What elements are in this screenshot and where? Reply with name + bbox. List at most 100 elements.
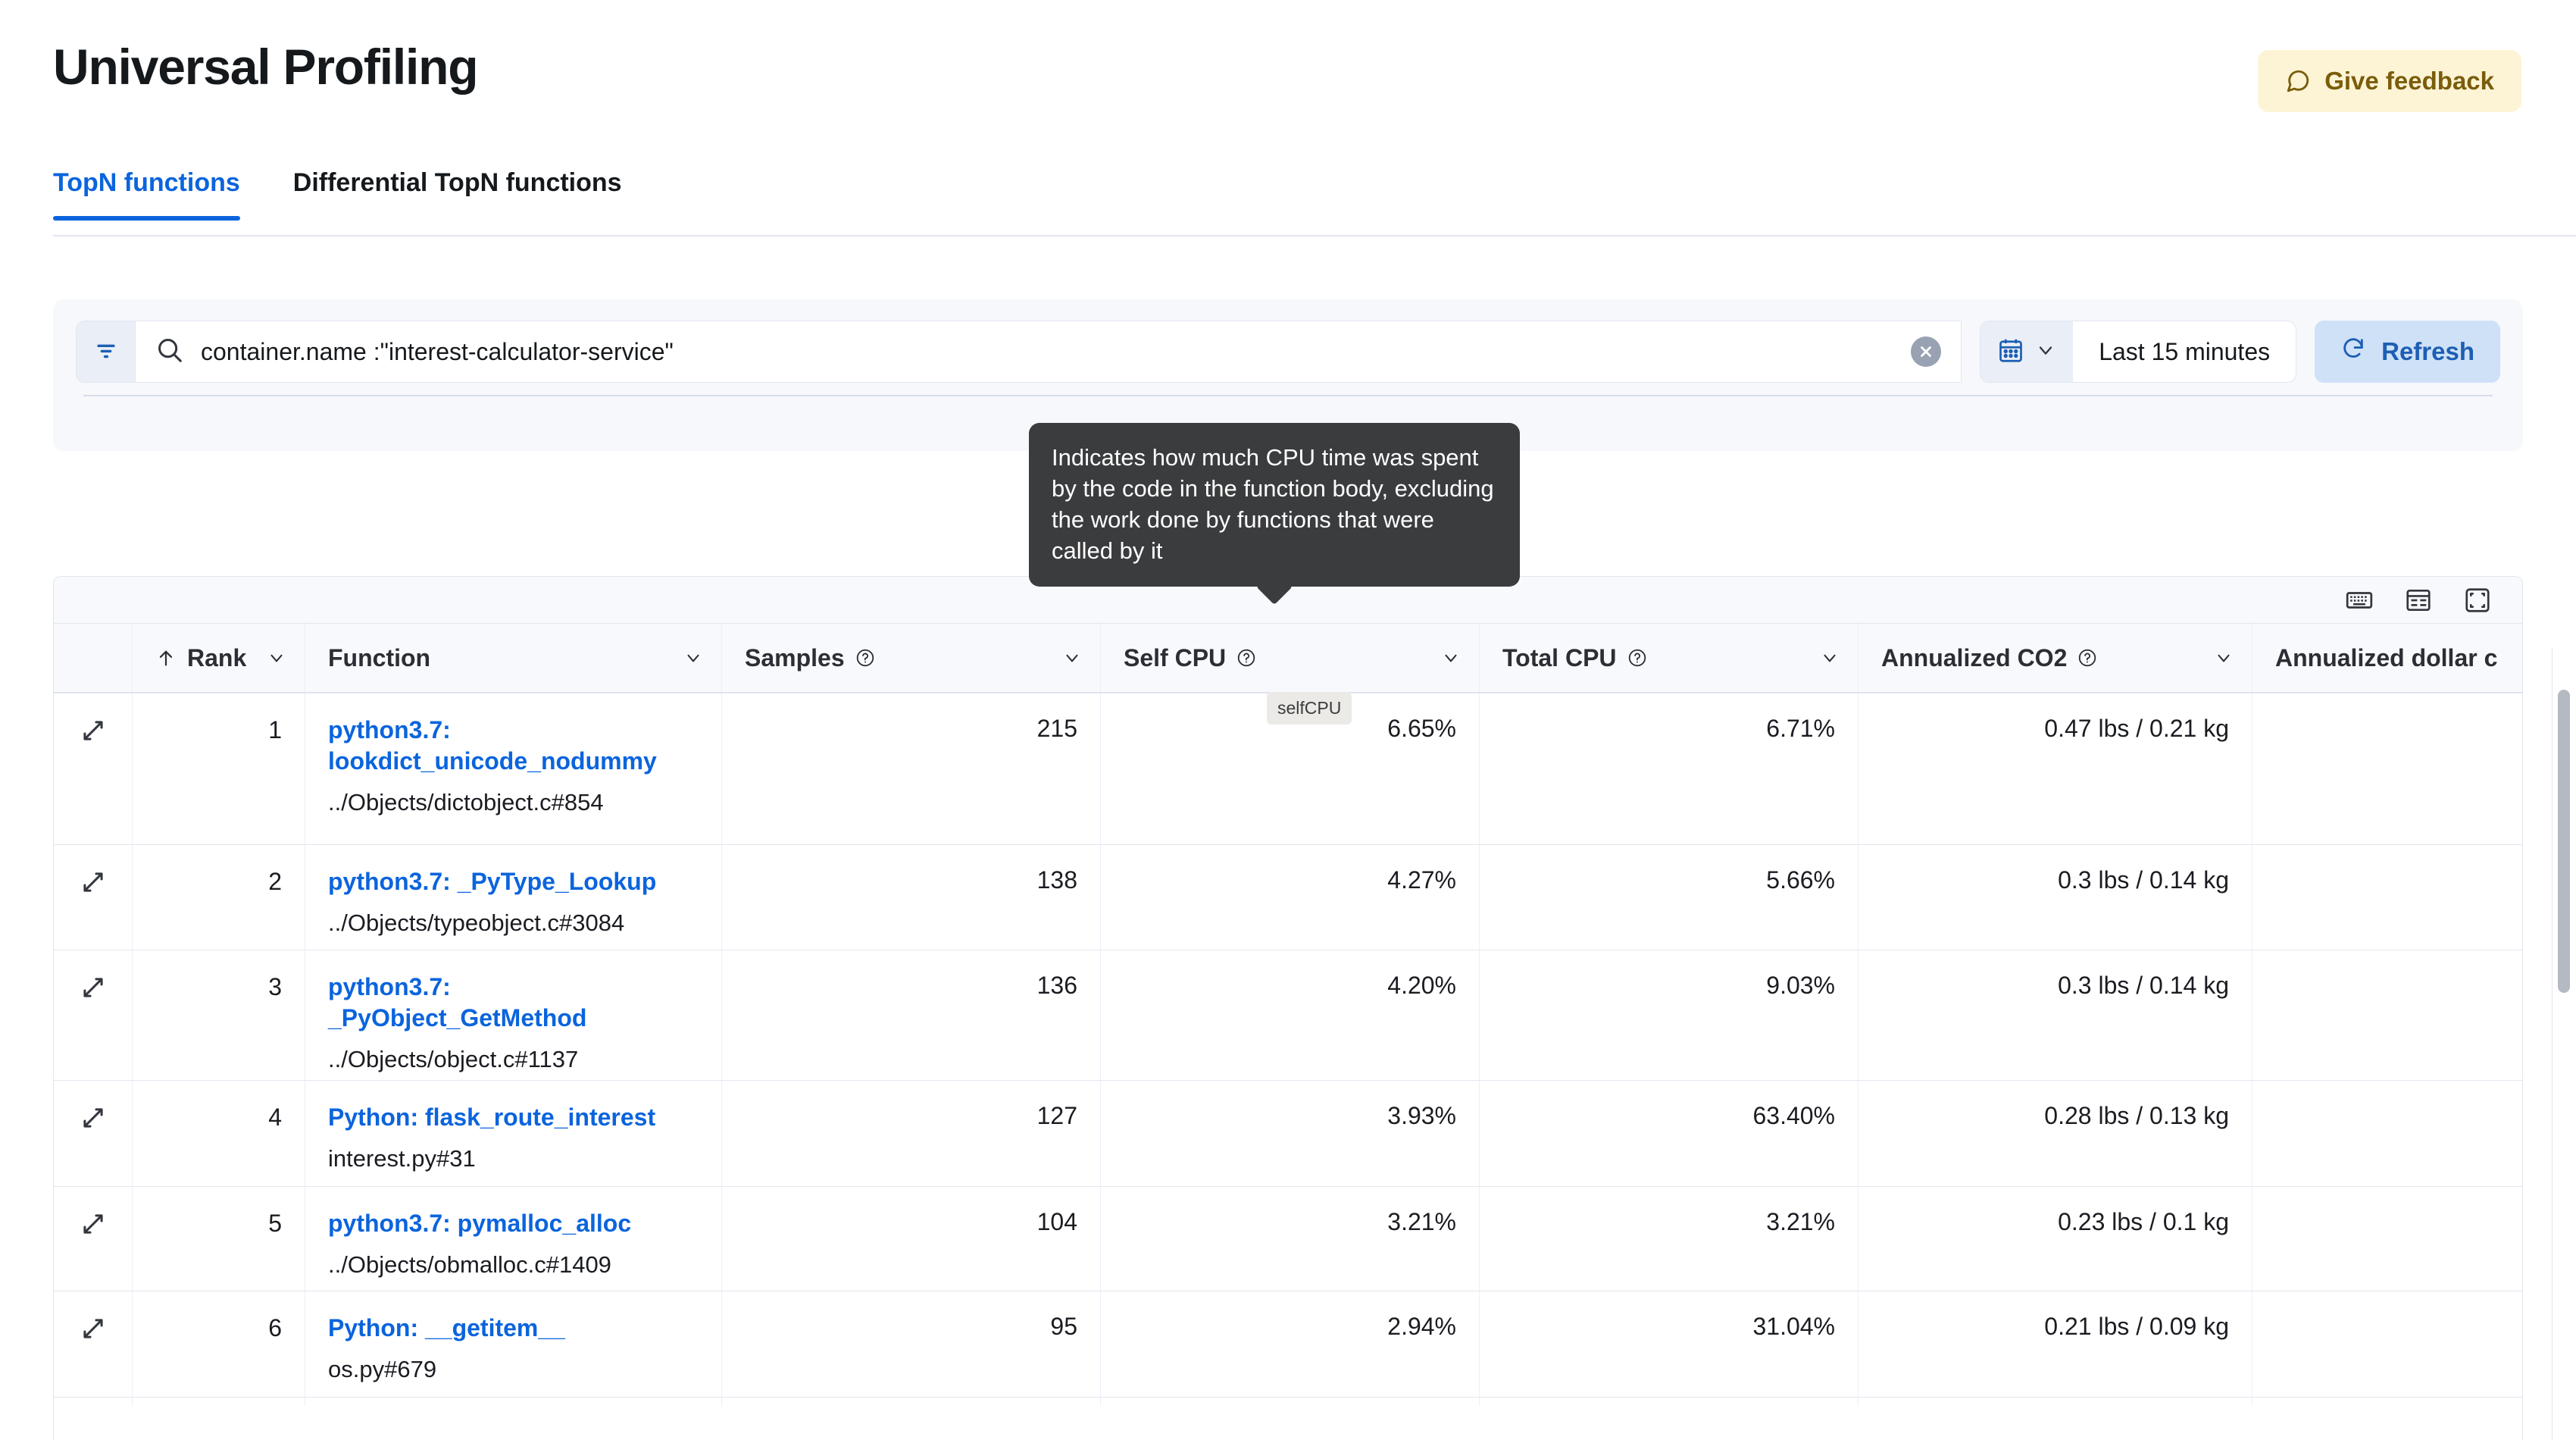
function-link[interactable]: python3.7: pymalloc_alloc <box>328 1210 632 1237</box>
cell-annualized-co2: 0.28 lbs / 0.13 kg <box>1859 1081 2252 1195</box>
cell-self-cpu: 4.20% <box>1101 950 1480 1096</box>
refresh-button[interactable]: Refresh <box>2315 321 2500 383</box>
cell-self-cpu: 4.27% <box>1101 845 1480 959</box>
column-header-annualized-co2-label: Annualized CO2 <box>1881 643 2068 671</box>
cell-total-cpu: 6.71% <box>1480 693 1859 844</box>
fullscreen-icon[interactable] <box>2463 586 2492 615</box>
give-feedback-label: Give feedback <box>2324 67 2494 95</box>
cell-samples: 136 <box>722 950 1101 1096</box>
function-link[interactable]: Python: __getitem__ <box>328 1314 565 1341</box>
refresh-label: Refresh <box>2381 337 2474 365</box>
cell-function: Python: __getitem__ os.py#679 <box>305 1291 722 1406</box>
table-row[interactable]: 4 Python: flask_route_interest interest.… <box>54 1081 2522 1195</box>
filter-toggle-button[interactable] <box>76 321 135 383</box>
cell-annualized-dollar <box>2252 1081 2522 1195</box>
column-header-samples-label: Samples <box>745 643 845 671</box>
cell-rank: 4 <box>133 1081 305 1195</box>
help-icon[interactable] <box>855 648 875 668</box>
cell-rank: 3 <box>133 950 305 1096</box>
function-source: ../Objects/object.c#1137 <box>328 1045 579 1072</box>
column-header-annualized-dollar[interactable]: Annualized dollar c <box>2252 624 2522 692</box>
sort-asc-icon <box>155 647 177 668</box>
expand-row-icon[interactable] <box>54 1081 133 1195</box>
column-header-annualized-dollar-label: Annualized dollar c <box>2275 643 2498 671</box>
column-header-rank[interactable]: Rank <box>133 624 305 692</box>
cell-annualized-co2: 0.23 lbs / 0.1 kg <box>1859 1187 2252 1301</box>
expand-row-icon[interactable] <box>54 950 133 1096</box>
cell-self-cpu: 3.21% <box>1101 1187 1480 1301</box>
cell-total-cpu: 63.40% <box>1480 1081 1859 1195</box>
filter-icon <box>93 337 119 367</box>
cell-self-cpu: 6.65% <box>1101 693 1480 844</box>
date-picker-range-label[interactable]: Last 15 minutes <box>2099 337 2271 365</box>
table-scrollbar-thumb[interactable] <box>2558 690 2570 993</box>
column-header-self-cpu[interactable]: Self CPU <box>1101 624 1480 692</box>
function-link[interactable]: Python: flask_route_interest <box>328 1103 656 1131</box>
chevron-down-icon[interactable] <box>267 648 286 668</box>
tab-topn-functions[interactable]: TopN functions <box>53 168 240 221</box>
cell-samples: 215 <box>722 693 1101 844</box>
column-header-function[interactable]: Function <box>305 624 722 692</box>
date-picker-calendar-button[interactable] <box>1980 321 2074 382</box>
topn-functions-table: Rank Function Samples <box>53 576 2523 1440</box>
function-link[interactable]: python3.7: _PyType_Lookup <box>328 868 657 895</box>
table-row[interactable]: 6 Python: __getitem__ os.py#679 95 2.94%… <box>54 1291 2522 1406</box>
cell-total-cpu: 9.03% <box>1480 950 1859 1096</box>
help-icon[interactable] <box>1236 648 1256 668</box>
cell-self-cpu: 2.94% <box>1101 1291 1480 1406</box>
column-header-annualized-co2[interactable]: Annualized CO2 <box>1859 624 2252 692</box>
table-header-row: Rank Function Samples <box>54 624 2522 693</box>
table-row[interactable]: 5 python3.7: pymalloc_alloc ../Objects/o… <box>54 1187 2522 1301</box>
page-title: Universal Profiling <box>53 39 479 95</box>
expand-row-icon[interactable] <box>54 1187 133 1301</box>
column-header-total-cpu-label: Total CPU <box>1502 643 1617 671</box>
search-input[interactable]: container.name :"interest-calculator-ser… <box>135 321 1962 383</box>
date-picker[interactable]: Last 15 minutes <box>1980 321 2297 383</box>
give-feedback-button[interactable]: Give feedback <box>2258 50 2521 112</box>
cell-annualized-dollar <box>2252 950 2522 1096</box>
cell-rank: 1 <box>133 693 305 844</box>
tab-differential-topn-functions[interactable]: Differential TopN functions <box>293 168 646 221</box>
table-row[interactable]: 3 python3.7: _PyObject_GetMethod ../Obje… <box>54 950 2522 1096</box>
help-icon[interactable] <box>1627 648 1647 668</box>
cell-total-cpu: 5.66% <box>1480 845 1859 959</box>
chevron-down-icon[interactable] <box>1062 648 1082 668</box>
expand-row-icon[interactable] <box>54 1291 133 1406</box>
tab-bar: TopN functions Differential TopN functio… <box>53 168 2576 221</box>
chevron-down-icon[interactable] <box>2214 648 2234 668</box>
tab-topn-functions-label: TopN functions <box>53 168 240 197</box>
chevron-down-icon[interactable] <box>1820 648 1840 668</box>
chevron-down-icon <box>2035 340 2056 365</box>
table-row[interactable]: 2 python3.7: _PyType_Lookup ../Objects/t… <box>54 845 2522 959</box>
column-header-function-label: Function <box>328 643 431 671</box>
function-source: ../Objects/dictobject.c#854 <box>328 788 604 815</box>
expand-row-icon[interactable] <box>54 693 133 844</box>
function-link[interactable]: python3.7: _PyObject_GetMethod <box>328 973 587 1031</box>
clear-search-icon[interactable] <box>1911 337 1942 367</box>
column-header-rank-label: Rank <box>187 643 247 671</box>
function-source: interest.py#31 <box>328 1144 476 1172</box>
expand-row-icon[interactable] <box>54 845 133 959</box>
comment-icon <box>2285 68 2311 94</box>
table-density-icon[interactable] <box>2404 586 2433 615</box>
function-link[interactable]: python3.7: lookdict_unicode_nodummy <box>328 716 657 775</box>
table-grid: Rank Function Samples <box>54 624 2522 1406</box>
keyboard-icon[interactable] <box>2345 586 2374 615</box>
cell-rank: 6 <box>133 1291 305 1406</box>
help-icon[interactable] <box>2077 648 2097 668</box>
cell-function: python3.7: _PyType_Lookup ../Objects/typ… <box>305 845 722 959</box>
table-scrollbar-track[interactable] <box>2552 648 2576 1440</box>
cell-function: python3.7: pymalloc_alloc ../Objects/obm… <box>305 1187 722 1301</box>
column-header-samples[interactable]: Samples <box>722 624 1101 692</box>
column-header-expand <box>54 624 133 692</box>
cell-annualized-co2: 0.3 lbs / 0.14 kg <box>1859 845 2252 959</box>
chevron-down-icon[interactable] <box>1441 648 1461 668</box>
cell-samples: 138 <box>722 845 1101 959</box>
column-header-total-cpu[interactable]: Total CPU <box>1480 624 1859 692</box>
function-source: ../Objects/typeobject.c#3084 <box>328 909 625 936</box>
cell-function: python3.7: lookdict_unicode_nodummy ../O… <box>305 693 722 844</box>
function-source: ../Objects/obmalloc.c#1409 <box>328 1251 611 1278</box>
table-row[interactable]: 1 python3.7: lookdict_unicode_nodummy ..… <box>54 693 2522 845</box>
cell-function: python3.7: _PyObject_GetMethod ../Object… <box>305 950 722 1096</box>
chevron-down-icon[interactable] <box>683 648 703 668</box>
